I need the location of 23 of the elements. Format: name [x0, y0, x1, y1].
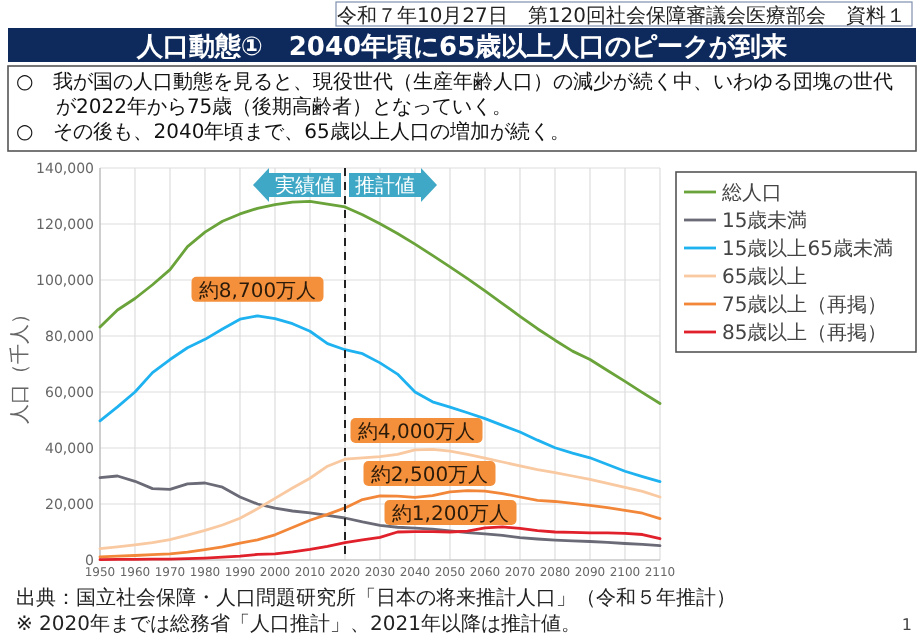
legend-label: 85歳以上（再掲）: [722, 321, 888, 345]
text: 令和７年10月27日 第120回社会保障審議会医療部会 資料１: [336, 4, 906, 28]
source-note: 出典：国立社会保障・人口問題研究所「日本の将来推計人口」（令和５年推計）: [16, 586, 736, 610]
legend-label: 15歳以上65歳未満: [722, 237, 893, 261]
legend-label: 65歳以上: [722, 265, 808, 289]
chart-title: 人口動態① 2040年頃に65歳以上人口のピークが到来: [134, 31, 788, 63]
legend-label: 15歳未満: [722, 209, 808, 233]
annotation: 約2,500万人: [370, 464, 489, 487]
annotation: 約4,000万人: [357, 422, 476, 444]
text: ○ 我が国の人口動態を見ると、現役世代（生産年齢人口）の減少が続く中、いわゆる団塊の世代が2022年から75歳（後期高齢者）となっていく。: [16, 70, 894, 119]
text: ○ その後も、2040年頃まで、65歳以上人口の増加が続く。: [16, 120, 570, 144]
line-series: [98, 314, 662, 483]
y-axis-title: 人口（千人）: [8, 304, 32, 424]
line-series: [98, 448, 662, 550]
annotation: 約8,700万人: [198, 280, 317, 303]
annotation: 推計値: [355, 174, 415, 198]
text: 1: [901, 616, 912, 634]
legend-label: 総人口: [720, 181, 782, 205]
text: ※ 2020年までは総務省「人口推計」、2021年以降は推計値。: [16, 612, 581, 636]
annotation: 実績値: [275, 174, 335, 198]
legend-label: 75歳以上（再掲）: [722, 293, 888, 317]
line-series: [98, 199, 662, 405]
annotation: 約1,200万人: [391, 503, 510, 526]
